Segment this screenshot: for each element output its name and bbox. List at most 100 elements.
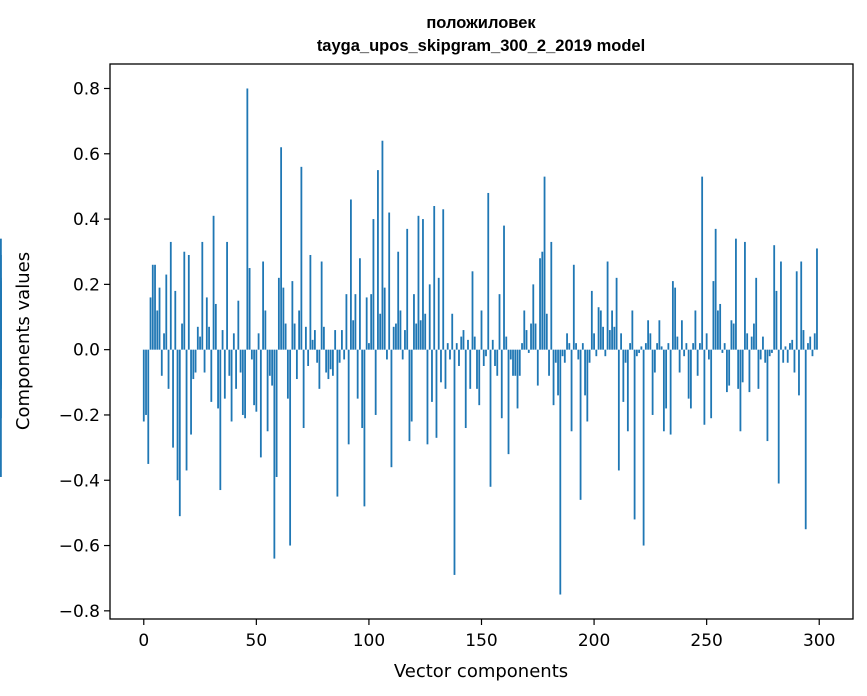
bar	[379, 313, 382, 350]
bar	[692, 343, 695, 350]
bar	[336, 349, 339, 497]
bar	[444, 349, 447, 389]
bar	[145, 349, 147, 415]
bar	[300, 166, 303, 350]
bar	[280, 147, 283, 350]
bar	[160, 349, 163, 376]
bar	[552, 349, 555, 406]
bar	[361, 349, 364, 429]
bar	[203, 349, 206, 373]
bar	[183, 251, 186, 350]
bar	[345, 294, 348, 350]
bar	[759, 349, 762, 360]
bar	[656, 343, 659, 350]
bar	[613, 326, 616, 350]
bar	[386, 349, 388, 360]
bar	[512, 349, 514, 376]
bar	[674, 287, 677, 350]
bar	[557, 349, 559, 396]
bar	[359, 258, 361, 350]
bar	[800, 261, 803, 350]
bar	[356, 349, 359, 399]
bar	[789, 343, 791, 350]
y-tick-label: −0.8	[59, 602, 100, 622]
bar	[232, 333, 235, 350]
bar	[811, 349, 814, 357]
bar	[680, 320, 683, 350]
bar	[491, 339, 494, 350]
bar	[406, 228, 409, 350]
bar	[741, 349, 744, 383]
bar	[737, 349, 740, 389]
bar	[798, 349, 800, 396]
bar	[494, 349, 496, 366]
bar	[595, 349, 598, 357]
bar	[464, 349, 467, 429]
x-axis-ticks: 0 50 100 150 200 250 300	[138, 619, 835, 651]
bar	[410, 349, 413, 422]
bar	[775, 290, 778, 350]
bar	[307, 349, 310, 366]
bar	[653, 349, 656, 373]
bar	[566, 333, 568, 350]
bar	[449, 349, 451, 360]
bar	[683, 349, 686, 357]
bar	[268, 349, 271, 376]
bar	[255, 349, 258, 412]
bar	[500, 349, 503, 419]
y-tick-label: −0.4	[59, 471, 100, 491]
bar	[525, 330, 528, 350]
bar	[750, 336, 753, 350]
bar	[489, 349, 492, 487]
bar	[577, 349, 580, 360]
bar	[320, 261, 323, 350]
bar	[590, 290, 593, 350]
bar	[635, 349, 638, 357]
bar	[316, 349, 319, 363]
bar	[581, 343, 584, 350]
bar	[142, 349, 145, 422]
bar	[473, 336, 476, 350]
bar	[199, 336, 201, 350]
bar	[172, 349, 174, 448]
y-tick-label: 0.8	[73, 79, 100, 99]
bar	[388, 212, 391, 350]
bar	[735, 238, 737, 350]
bar	[291, 281, 294, 350]
bar	[662, 349, 665, 432]
bar	[286, 349, 289, 399]
bar	[748, 349, 751, 393]
bar	[377, 170, 379, 350]
bar	[217, 349, 219, 409]
x-tick-label: 50	[246, 631, 268, 651]
bar	[235, 349, 237, 389]
bar	[201, 241, 204, 350]
bar	[527, 349, 530, 353]
bar	[390, 349, 393, 468]
bar	[404, 330, 406, 350]
bar	[192, 349, 195, 380]
y-tick-label: −0.2	[59, 406, 100, 426]
bar	[219, 349, 222, 491]
bar	[467, 339, 469, 350]
bar	[311, 339, 314, 350]
bar	[471, 271, 474, 350]
bar	[208, 326, 210, 350]
bar	[644, 343, 647, 350]
bar	[509, 349, 512, 360]
bar	[156, 310, 159, 350]
bar	[246, 88, 249, 350]
bar	[262, 261, 265, 350]
bar	[586, 349, 589, 422]
bar	[572, 264, 575, 350]
bar	[442, 209, 445, 350]
bar	[550, 241, 553, 350]
bar	[431, 349, 433, 402]
bar	[608, 330, 611, 350]
bar	[149, 297, 152, 350]
bar	[485, 349, 487, 357]
bar	[325, 349, 328, 373]
bar	[469, 349, 472, 389]
bar	[753, 323, 755, 350]
